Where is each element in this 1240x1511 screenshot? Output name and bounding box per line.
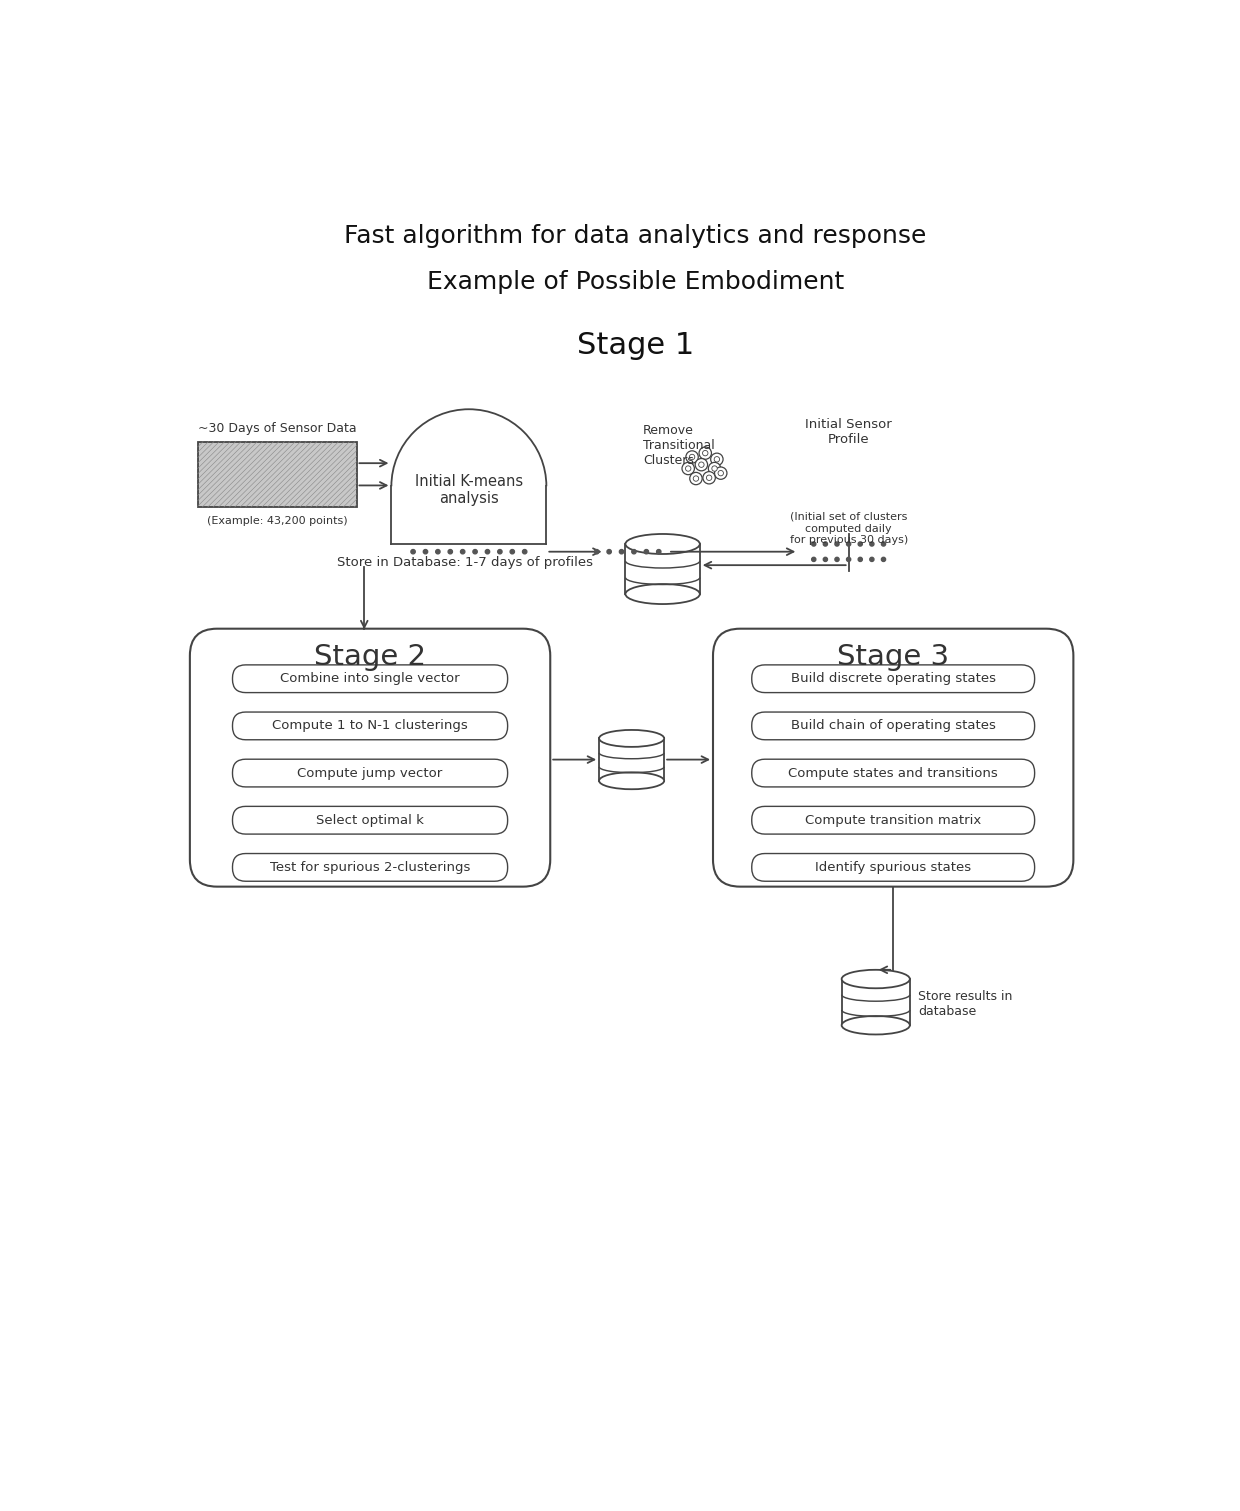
Circle shape xyxy=(718,470,723,476)
Circle shape xyxy=(472,550,477,555)
FancyBboxPatch shape xyxy=(751,854,1034,881)
Text: Example of Possible Embodiment: Example of Possible Embodiment xyxy=(427,270,844,293)
Circle shape xyxy=(423,550,428,555)
FancyBboxPatch shape xyxy=(190,629,551,887)
Circle shape xyxy=(712,465,717,471)
Polygon shape xyxy=(392,487,547,544)
Text: (Initial set of clusters
computed daily
for previous 30 days): (Initial set of clusters computed daily … xyxy=(790,512,908,545)
Circle shape xyxy=(497,550,502,555)
Text: Compute states and transitions: Compute states and transitions xyxy=(789,766,998,780)
Circle shape xyxy=(698,462,704,467)
Text: Compute transition matrix: Compute transition matrix xyxy=(805,814,981,827)
Circle shape xyxy=(707,474,712,480)
Circle shape xyxy=(608,550,611,555)
Circle shape xyxy=(812,542,816,545)
Ellipse shape xyxy=(599,772,665,789)
Text: Stage 3: Stage 3 xyxy=(837,642,950,671)
Text: (Example: 43,200 points): (Example: 43,200 points) xyxy=(207,517,347,526)
FancyBboxPatch shape xyxy=(751,807,1034,834)
Circle shape xyxy=(711,453,723,465)
Polygon shape xyxy=(625,544,699,594)
Circle shape xyxy=(708,462,720,474)
Text: Store results in
database: Store results in database xyxy=(919,990,1013,1018)
Circle shape xyxy=(847,558,851,562)
Circle shape xyxy=(858,558,862,562)
Text: Build discrete operating states: Build discrete operating states xyxy=(791,672,996,686)
FancyBboxPatch shape xyxy=(713,629,1074,887)
Circle shape xyxy=(823,558,827,562)
FancyBboxPatch shape xyxy=(233,665,507,692)
Polygon shape xyxy=(599,739,665,781)
Ellipse shape xyxy=(842,1015,910,1035)
FancyBboxPatch shape xyxy=(233,854,507,881)
Circle shape xyxy=(686,450,698,464)
Ellipse shape xyxy=(599,730,665,746)
Text: Initial K-means
analysis: Initial K-means analysis xyxy=(415,474,523,506)
Text: Initial Sensor
Profile: Initial Sensor Profile xyxy=(805,419,892,446)
Ellipse shape xyxy=(842,970,910,988)
Circle shape xyxy=(714,456,719,462)
Circle shape xyxy=(620,550,624,555)
Circle shape xyxy=(522,550,527,555)
Ellipse shape xyxy=(625,533,699,555)
Circle shape xyxy=(693,476,698,480)
Circle shape xyxy=(699,447,712,459)
Circle shape xyxy=(703,450,708,456)
FancyBboxPatch shape xyxy=(751,665,1034,692)
Text: Fast algorithm for data analytics and response: Fast algorithm for data analytics and re… xyxy=(345,224,926,248)
Text: Remove
Transitional
Clusters: Remove Transitional Clusters xyxy=(644,425,715,467)
Circle shape xyxy=(858,542,862,545)
Circle shape xyxy=(686,465,691,471)
Circle shape xyxy=(448,550,453,555)
Text: Stage 1: Stage 1 xyxy=(577,331,694,361)
FancyBboxPatch shape xyxy=(233,712,507,740)
Circle shape xyxy=(435,550,440,555)
Circle shape xyxy=(689,455,694,459)
Circle shape xyxy=(510,550,515,555)
Polygon shape xyxy=(197,441,357,508)
Ellipse shape xyxy=(625,585,699,604)
Circle shape xyxy=(714,467,727,479)
Circle shape xyxy=(835,542,839,545)
Text: Stage 2: Stage 2 xyxy=(314,642,427,671)
Circle shape xyxy=(645,550,649,555)
Circle shape xyxy=(682,462,694,474)
Circle shape xyxy=(696,458,708,471)
Circle shape xyxy=(485,550,490,555)
FancyBboxPatch shape xyxy=(233,759,507,787)
Text: Test for spurious 2-clusterings: Test for spurious 2-clusterings xyxy=(270,861,470,873)
Circle shape xyxy=(869,542,874,545)
Circle shape xyxy=(595,550,599,555)
Text: Combine into single vector: Combine into single vector xyxy=(280,672,460,686)
FancyBboxPatch shape xyxy=(751,759,1034,787)
Circle shape xyxy=(460,550,465,555)
Circle shape xyxy=(882,558,885,562)
Circle shape xyxy=(657,550,661,555)
Circle shape xyxy=(869,558,874,562)
Circle shape xyxy=(835,558,839,562)
Text: Compute jump vector: Compute jump vector xyxy=(298,766,443,780)
Text: Compute 1 to N-1 clusterings: Compute 1 to N-1 clusterings xyxy=(273,719,467,733)
Circle shape xyxy=(882,542,885,545)
Circle shape xyxy=(812,558,816,562)
FancyBboxPatch shape xyxy=(233,807,507,834)
Text: Store in Database: 1-7 days of profiles: Store in Database: 1-7 days of profiles xyxy=(337,556,593,570)
Polygon shape xyxy=(842,979,910,1026)
Polygon shape xyxy=(392,409,547,487)
Circle shape xyxy=(703,471,715,484)
Circle shape xyxy=(632,550,636,555)
Circle shape xyxy=(823,542,827,545)
Circle shape xyxy=(689,473,702,485)
Text: ~30 Days of Sensor Data: ~30 Days of Sensor Data xyxy=(197,423,356,435)
FancyBboxPatch shape xyxy=(751,712,1034,740)
Text: Select optimal k: Select optimal k xyxy=(316,814,424,827)
Text: Identify spurious states: Identify spurious states xyxy=(815,861,971,873)
Circle shape xyxy=(847,542,851,545)
Text: Build chain of operating states: Build chain of operating states xyxy=(791,719,996,733)
Circle shape xyxy=(410,550,415,555)
